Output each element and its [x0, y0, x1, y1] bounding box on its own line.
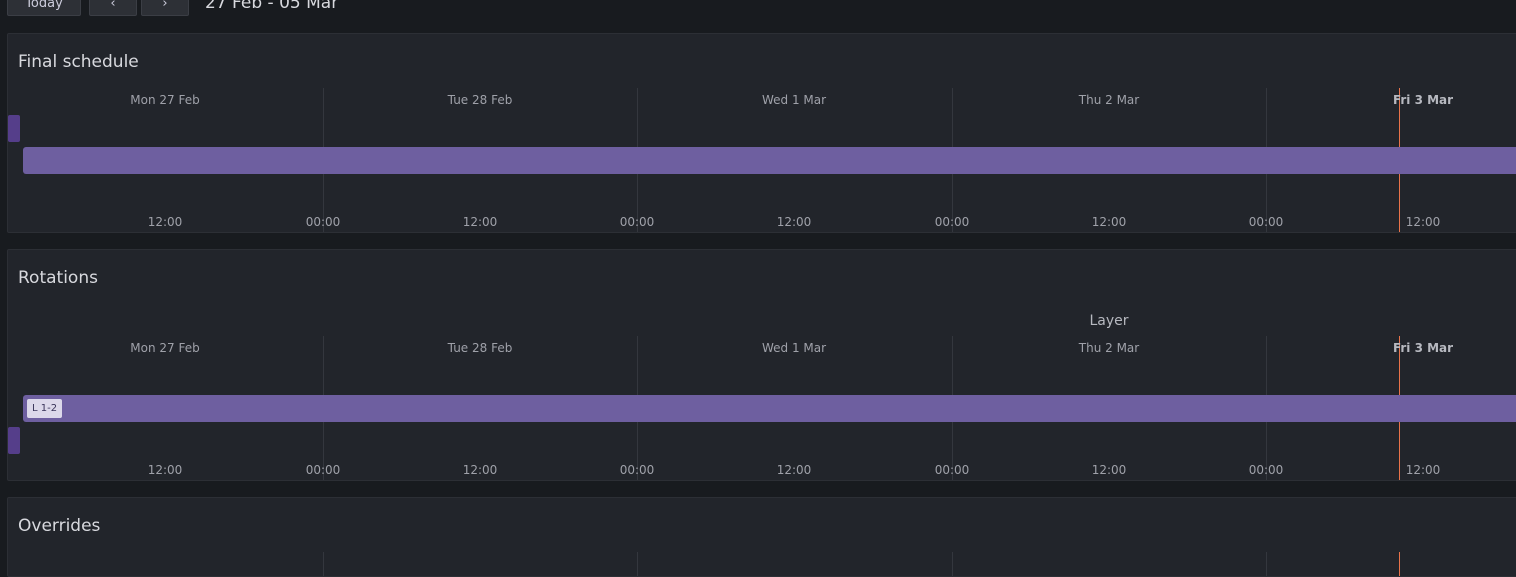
hour-label: 00:00 [1248, 463, 1284, 477]
final-schedule-panel: Final schedule Mon 27 Feb Tue 28 Feb Wed 1… [7, 33, 1516, 233]
shift-user-tag: L 1-2 [27, 399, 63, 418]
final-schedule-shift-bar[interactable] [23, 147, 1516, 174]
hour-label: 00:00 [1248, 215, 1284, 229]
overrides-panel: Overrides [7, 497, 1516, 577]
day-label: Mon 27 Feb [130, 341, 200, 355]
day-label: Fri 3 Mar [1392, 341, 1454, 355]
current-time-line [1399, 552, 1400, 576]
hour-label: 00:00 [619, 463, 655, 477]
rotation-shift-bar[interactable]: L 1-2 [23, 395, 1516, 422]
hour-label: 00:00 [305, 215, 341, 229]
hour-label: 00:00 [305, 463, 341, 477]
hour-label: 12:00 [462, 215, 498, 229]
hour-label: 12:00 [776, 215, 812, 229]
day-gridline [637, 552, 638, 576]
chevron-right-icon: › [162, 0, 168, 11]
day-label: Thu 2 Mar [1078, 93, 1140, 107]
hour-label: 00:00 [934, 463, 970, 477]
day-gridline [952, 552, 953, 576]
day-gridline [1266, 552, 1267, 576]
hour-label: 12:00 [147, 463, 183, 477]
day-gridline [323, 552, 324, 576]
shift-stub[interactable] [8, 427, 20, 454]
hour-label: 12:00 [776, 463, 812, 477]
schedule-toolbar: Today ‹ › 27 Feb - 05 Mar [0, 0, 1516, 20]
day-label: Tue 28 Feb [447, 341, 513, 355]
panel-title: Overrides [18, 516, 101, 536]
hour-label: 12:00 [1091, 463, 1127, 477]
hour-label: 00:00 [619, 215, 655, 229]
hour-label: 00:00 [934, 215, 970, 229]
next-week-button[interactable]: › [141, 0, 189, 16]
hour-label: 12:00 [147, 215, 183, 229]
chevron-left-icon: ‹ [110, 0, 116, 11]
day-label: Mon 27 Feb [130, 93, 200, 107]
shift-stub[interactable] [8, 115, 20, 142]
hour-label: 12:00 [1405, 215, 1441, 229]
day-label: Wed 1 Mar [761, 341, 827, 355]
today-button[interactable]: Today [7, 0, 81, 16]
day-label: Thu 2 Mar [1078, 341, 1140, 355]
hour-label: 12:00 [1091, 215, 1127, 229]
hour-label: 12:00 [1405, 463, 1441, 477]
previous-week-button[interactable]: ‹ [89, 0, 137, 16]
day-label: Tue 28 Feb [447, 93, 513, 107]
panel-title: Final schedule [18, 52, 139, 72]
layer-title: Layer [1089, 313, 1129, 329]
hour-label: 12:00 [462, 463, 498, 477]
panel-title: Rotations [18, 268, 98, 288]
date-range-label: 27 Feb - 05 Mar [205, 0, 339, 13]
day-label: Wed 1 Mar [761, 93, 827, 107]
day-label: Fri 3 Mar [1392, 93, 1454, 107]
rotations-panel: Rotations Layer L 1-2 Mon 27 Feb Tue 28 F… [7, 249, 1516, 481]
